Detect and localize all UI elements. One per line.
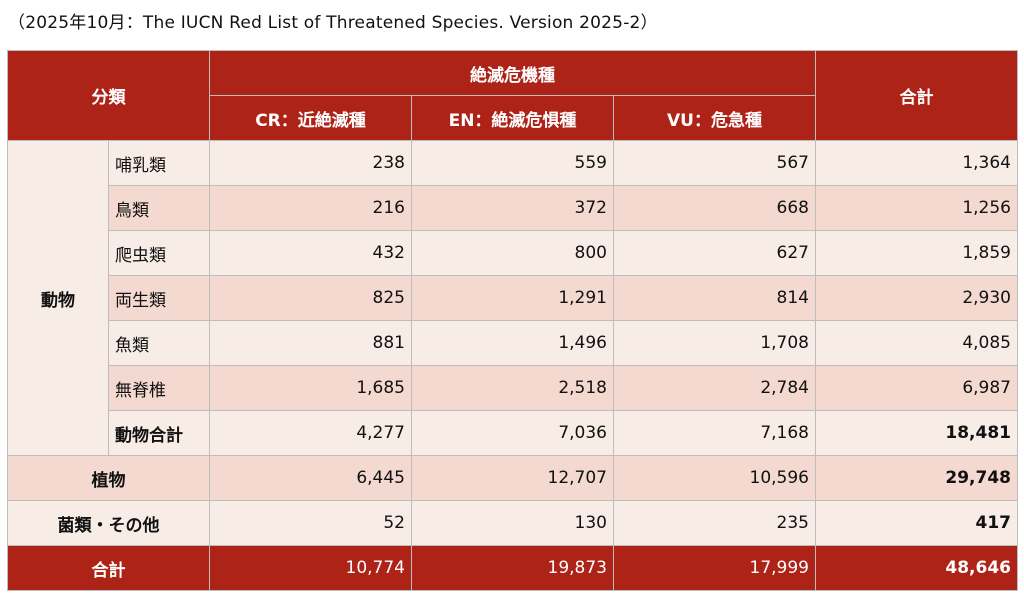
header-vu: VU：危急種 [613, 95, 816, 141]
en-cell: 372 [411, 185, 614, 231]
cr-cell: 4,277 [209, 410, 412, 456]
threatened-species-table: 分類 絶滅危機種 合計 CR：近絶滅種 EN：絶滅危惧種 VU：危急種 動物 哺乳… [7, 50, 1018, 591]
group-label-animals: 動物 [7, 140, 109, 456]
total-cell: 1,364 [815, 140, 1018, 186]
table-row: 動物合計 4,277 7,036 7,168 18,481 [8, 410, 1018, 456]
en-cell: 559 [411, 140, 614, 186]
table-row-plants: 植物 6,445 12,707 10,596 29,748 [7, 455, 1018, 501]
cr-cell: 825 [209, 275, 412, 321]
cr-cell: 10,774 [209, 545, 412, 591]
header-row: 分類 絶滅危機種 合計 [7, 50, 1018, 141]
row-label: 合計 [7, 545, 210, 591]
header-total: 合計 [815, 50, 1018, 141]
total-cell: 2,930 [815, 275, 1018, 321]
en-cell: 2,518 [411, 365, 614, 411]
table-row-fungi: 菌類・その他 52 130 235 417 [7, 500, 1018, 546]
table-caption: （2025年10月：The IUCN Red List of Threatene… [8, 13, 658, 33]
en-cell: 130 [411, 500, 614, 546]
row-label: 菌類・その他 [7, 500, 210, 546]
header-en: EN：絶滅危惧種 [411, 95, 614, 141]
table-row: 鳥類 216 372 668 1,256 [8, 185, 1018, 231]
vu-cell: 627 [613, 230, 816, 276]
header-threatened: 絶滅危機種 [209, 50, 816, 96]
cr-cell: 432 [209, 230, 412, 276]
vu-cell: 668 [613, 185, 816, 231]
vu-cell: 235 [613, 500, 816, 546]
vu-cell: 17,999 [613, 545, 816, 591]
row-label: 魚類 [108, 320, 210, 366]
cr-cell: 1,685 [209, 365, 412, 411]
table-row: 魚類 881 1,496 1,708 4,085 [8, 320, 1018, 366]
vu-cell: 814 [613, 275, 816, 321]
row-label: 哺乳類 [108, 140, 210, 186]
row-label: 無脊椎 [108, 365, 210, 411]
row-label: 植物 [7, 455, 210, 501]
row-label: 両生類 [108, 275, 210, 321]
en-cell: 12,707 [411, 455, 614, 501]
table-row: 両生類 825 1,291 814 2,930 [8, 275, 1018, 321]
vu-cell: 2,784 [613, 365, 816, 411]
table-row: 爬虫類 432 800 627 1,859 [8, 230, 1018, 276]
cr-cell: 52 [209, 500, 412, 546]
en-cell: 800 [411, 230, 614, 276]
total-cell: 417 [815, 500, 1018, 546]
en-cell: 1,496 [411, 320, 614, 366]
row-label: 爬虫類 [108, 230, 210, 276]
table-row-grand-total: 合計 10,774 19,873 17,999 48,646 [7, 545, 1018, 591]
row-label: 動物合計 [108, 410, 210, 456]
header-cr: CR：近絶滅種 [209, 95, 412, 141]
total-cell: 4,085 [815, 320, 1018, 366]
table-row: 動物 哺乳類 238 559 567 1,364 [7, 140, 1018, 456]
cr-cell: 6,445 [209, 455, 412, 501]
en-cell: 19,873 [411, 545, 614, 591]
vu-cell: 567 [613, 140, 816, 186]
header-subrow: CR：近絶滅種 EN：絶滅危惧種 VU：危急種 [8, 95, 1018, 141]
table-row: 無脊椎 1,685 2,518 2,784 6,987 [8, 365, 1018, 411]
cr-cell: 881 [209, 320, 412, 366]
cr-cell: 216 [209, 185, 412, 231]
en-cell: 7,036 [411, 410, 614, 456]
total-cell: 1,256 [815, 185, 1018, 231]
vu-cell: 7,168 [613, 410, 816, 456]
header-classification: 分類 [7, 50, 210, 141]
total-cell: 48,646 [815, 545, 1018, 591]
vu-cell: 10,596 [613, 455, 816, 501]
cr-cell: 238 [209, 140, 412, 186]
total-cell: 18,481 [815, 410, 1018, 456]
vu-cell: 1,708 [613, 320, 816, 366]
row-label: 鳥類 [108, 185, 210, 231]
total-cell: 6,987 [815, 365, 1018, 411]
en-cell: 1,291 [411, 275, 614, 321]
total-cell: 29,748 [815, 455, 1018, 501]
total-cell: 1,859 [815, 230, 1018, 276]
